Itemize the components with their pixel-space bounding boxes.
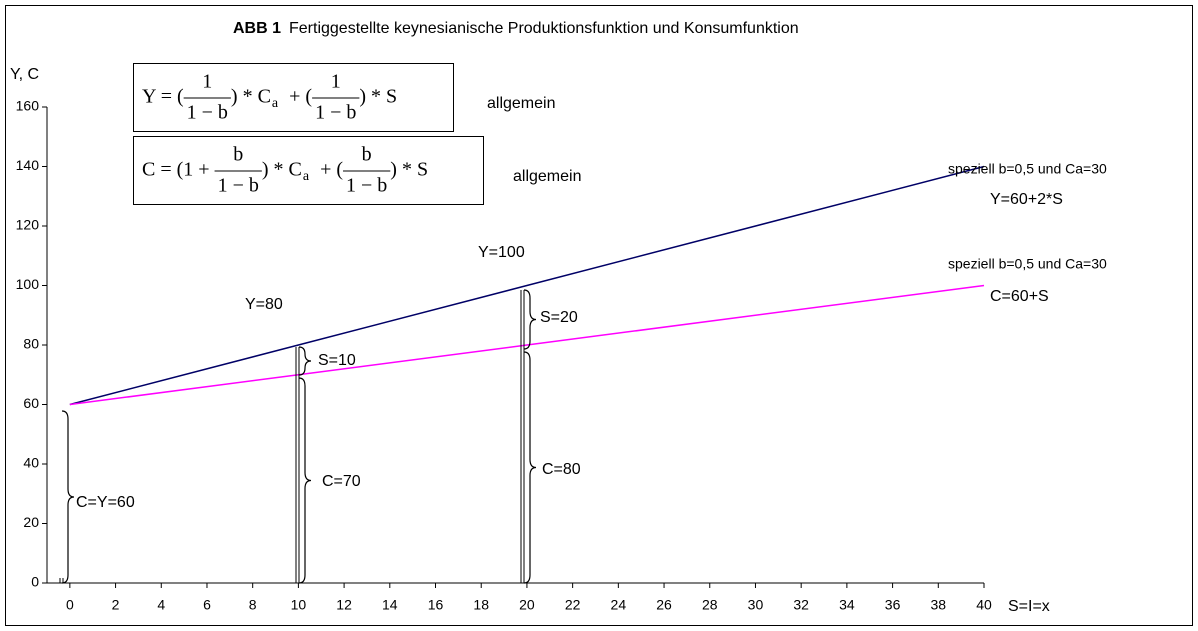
- legend-label: C=60+S: [990, 288, 1049, 305]
- x-tick-label: 24: [611, 597, 627, 613]
- brace: [523, 289, 537, 350]
- brace: [298, 346, 312, 376]
- x-tick-label: 20: [519, 597, 535, 613]
- annotation: C=80: [542, 461, 581, 478]
- x-tick-label: 22: [565, 597, 581, 613]
- formula-text: ) * C: [262, 159, 302, 181]
- formula-text: ) * S: [359, 86, 397, 108]
- series-note: speziell b=0,5 und Ca=30: [948, 161, 1107, 177]
- frame: [5, 5, 1193, 626]
- formula-note: allgemein: [487, 95, 555, 112]
- formula-text: ) * S: [390, 159, 428, 181]
- brace: [61, 410, 75, 584]
- annotation: C=Y=60: [76, 494, 135, 511]
- x-tick-label: 14: [382, 597, 398, 613]
- formula-sub: a: [272, 96, 279, 111]
- y-tick-label: 140: [16, 157, 40, 173]
- x-tick-label: 4: [157, 597, 165, 613]
- y-tick-label: 100: [16, 276, 40, 292]
- formula-note: allgemein: [513, 168, 581, 185]
- brace: [298, 377, 312, 584]
- line-series: [69, 165, 985, 406]
- y-tick-label: 0: [31, 574, 39, 590]
- x-tick-label: 6: [203, 597, 211, 613]
- annotation: S=10: [318, 352, 356, 369]
- formula-den: 1 − b: [187, 102, 228, 124]
- formula-text: C = (1 +: [142, 159, 215, 181]
- formula-den: 1 − b: [346, 175, 387, 197]
- formula-text: Y = (: [142, 86, 184, 108]
- x-tick-label: 2: [112, 597, 120, 613]
- y-tick-label: 160: [16, 98, 40, 114]
- annotation: S=20: [540, 309, 578, 326]
- x-tick-label: 40: [976, 597, 992, 613]
- x-tick-label: 30: [748, 597, 764, 613]
- formula-box: [133, 136, 484, 205]
- series-note: speziell b=0,5 und Ca=30: [948, 256, 1107, 272]
- line-series: [69, 284, 985, 406]
- annotation: C=70: [322, 473, 361, 490]
- x-tick-label: 26: [656, 597, 672, 613]
- annotation: Y=80: [245, 296, 283, 313]
- formula-text: ) * C: [231, 86, 271, 108]
- annotation: Y=100: [478, 244, 525, 261]
- y-axis-label: Y, C: [10, 66, 39, 83]
- x-tick-label: 12: [336, 597, 352, 613]
- y-tick-label: 120: [16, 217, 40, 233]
- formula-num: b: [233, 144, 243, 166]
- formula-num: 1: [331, 71, 341, 93]
- y-tick-label: 60: [23, 395, 39, 411]
- y-tick-label: 20: [23, 514, 39, 530]
- chart-title: Fertiggestellte keynesianische Produktio…: [289, 20, 799, 37]
- brace: [523, 351, 537, 584]
- x-tick-label: 8: [249, 597, 257, 613]
- formula-box: [133, 63, 454, 132]
- formula-text: + (: [279, 86, 312, 108]
- formula-text: + (: [310, 159, 343, 181]
- y-tick-label: 40: [23, 455, 39, 471]
- formula-den: 1 − b: [218, 175, 259, 197]
- x-tick-label: 36: [885, 597, 901, 613]
- x-tick-label: 0: [66, 597, 74, 613]
- x-tick-label: 34: [839, 597, 855, 613]
- x-axis-label: S=I=x: [1008, 598, 1050, 615]
- x-tick-label: 28: [702, 597, 718, 613]
- x-tick-label: 10: [291, 597, 307, 613]
- formula-sub: a: [303, 169, 310, 184]
- title-group: ABB 1 Fertiggestellte keynesianische Pro…: [233, 20, 799, 37]
- formula-den: 1 − b: [315, 102, 356, 124]
- legend-label: Y=60+2*S: [990, 191, 1063, 208]
- x-tick-label: 32: [793, 597, 809, 613]
- formula-num: b: [362, 144, 372, 166]
- y-tick-label: 80: [23, 336, 39, 352]
- x-tick-label: 38: [931, 597, 947, 613]
- chart-title-label: ABB 1: [233, 20, 281, 37]
- x-tick-label: 18: [473, 597, 489, 613]
- x-tick-label: 16: [428, 597, 444, 613]
- formula-num: 1: [202, 71, 212, 93]
